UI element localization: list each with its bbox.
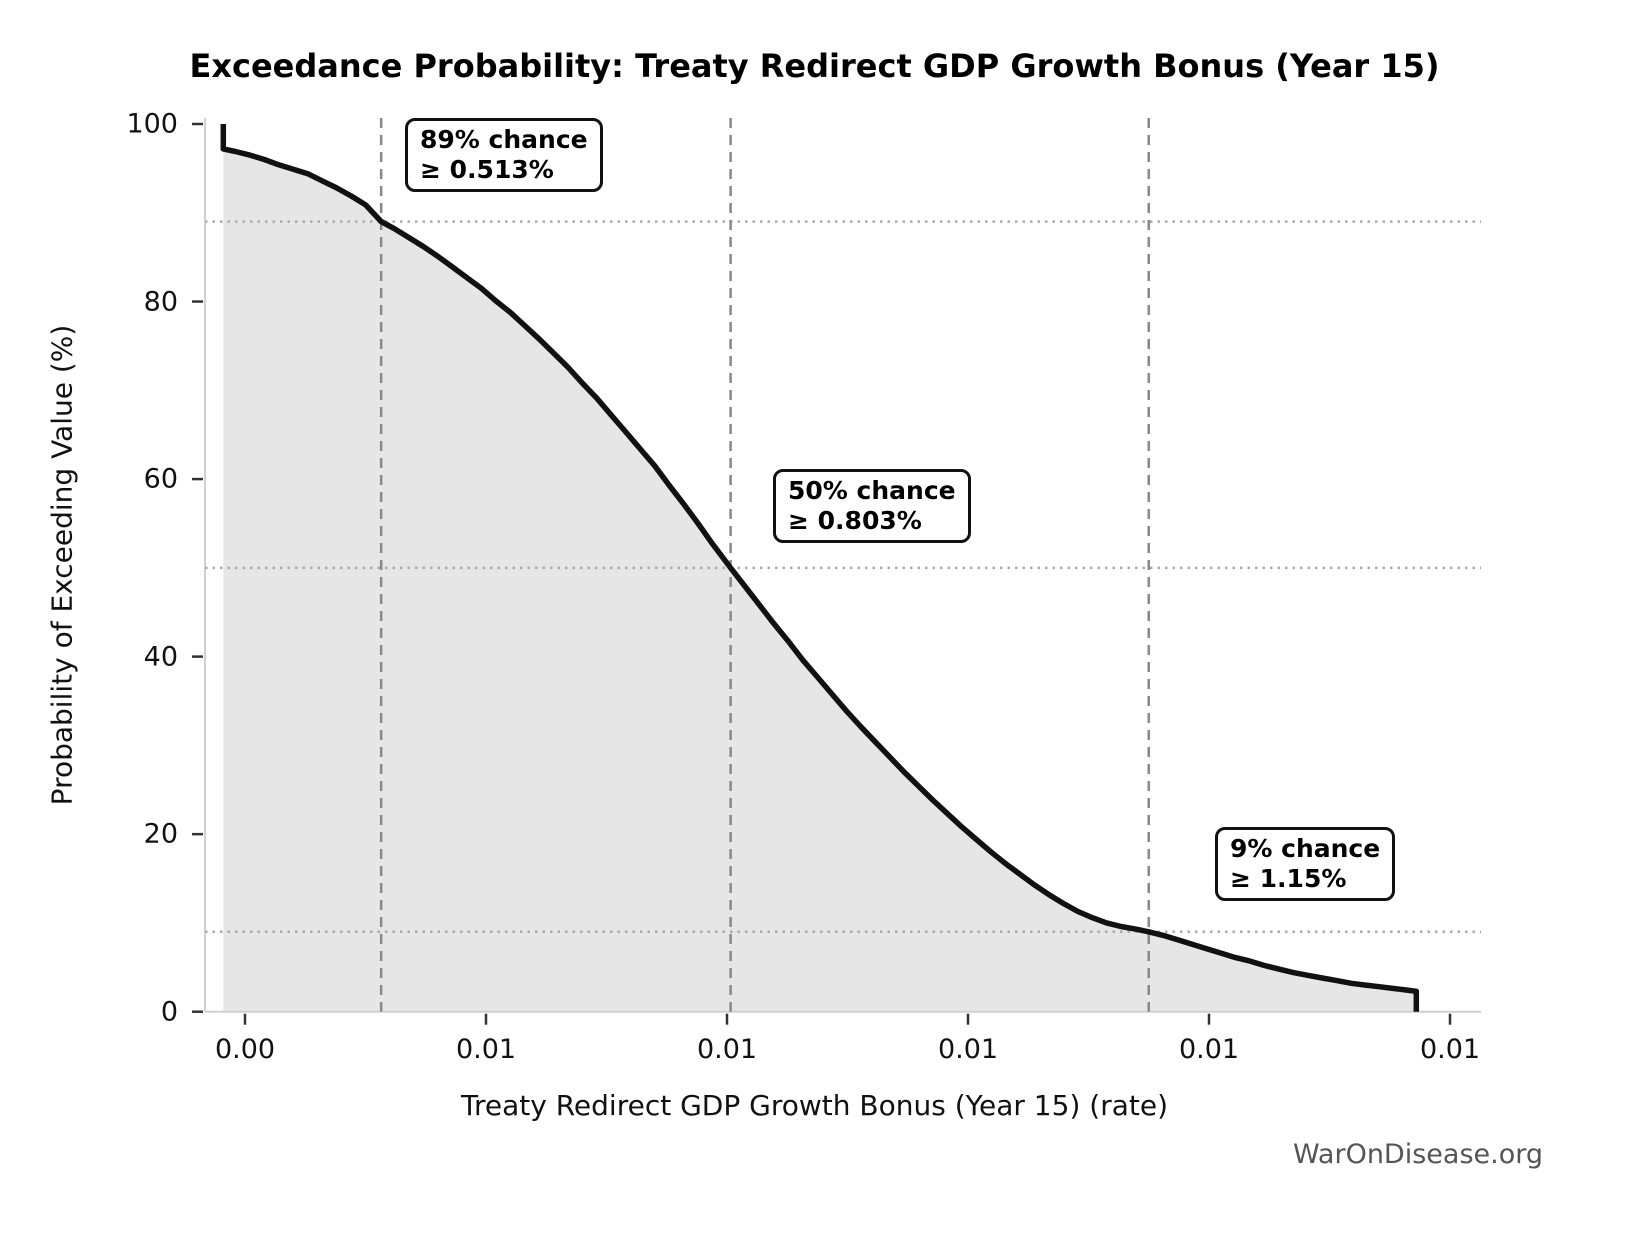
x-tick-label: 0.01 — [1178, 1034, 1240, 1065]
chart-title: Exceedance Probability: Treaty Redirect … — [189, 47, 1440, 85]
x-tick-label: 0.00 — [214, 1034, 276, 1065]
annotation-9pct-line1: 9% chance — [1230, 834, 1381, 863]
y-tick-label: 80 — [143, 286, 178, 318]
annotation-9pct-line2: ≥ 1.15% — [1230, 864, 1347, 893]
annotation-9pct: 9% chance ≥ 1.15% — [1215, 827, 1396, 901]
area-under-curve — [223, 124, 1417, 1012]
y-tick-label: 0 — [160, 996, 178, 1028]
x-tick-label: 0.01 — [455, 1034, 517, 1065]
x-axis-title: Treaty Redirect GDP Growth Bonus (Year 1… — [461, 1089, 1168, 1122]
x-tick-label: 0.01 — [696, 1034, 758, 1065]
x-tick-label: 0.01 — [937, 1034, 999, 1065]
annotation-50pct-line2: ≥ 0.803% — [788, 506, 922, 535]
watermark: WarOnDisease.org — [1292, 1139, 1543, 1170]
annotation-89pct-line1: 89% chance — [420, 125, 588, 154]
annotation-50pct: 50% chance ≥ 0.803% — [773, 469, 971, 543]
annotation-50pct-line1: 50% chance — [788, 476, 956, 505]
y-tick-label: 100 — [126, 108, 178, 140]
x-tick-label: 0.01 — [1419, 1034, 1481, 1065]
annotation-89pct: 89% chance ≥ 0.513% — [405, 118, 603, 192]
y-tick-label: 60 — [143, 463, 178, 495]
y-axis-title: Probability of Exceeding Value (%) — [45, 324, 79, 806]
annotation-89pct-line2: ≥ 0.513% — [420, 155, 554, 184]
y-tick-label: 20 — [143, 818, 178, 850]
y-tick-label: 40 — [143, 641, 178, 673]
exceedance-curve — [220, 124, 1420, 1012]
